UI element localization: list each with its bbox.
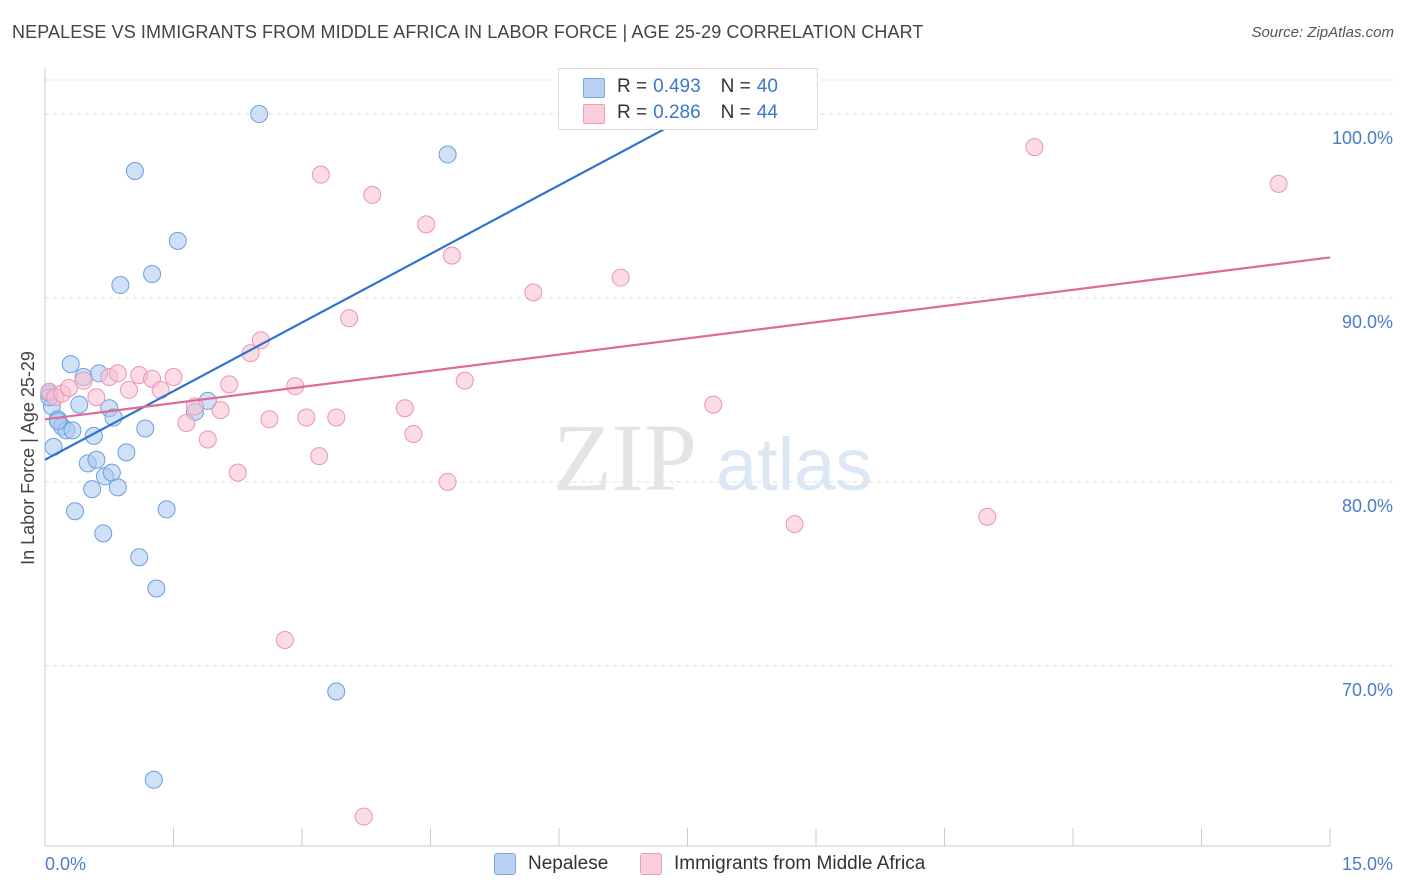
legend-n-label: N = [720, 76, 751, 97]
point-middle-africa [198, 430, 217, 449]
point-nepalese [157, 500, 176, 519]
point-nepalese [65, 502, 84, 521]
points [40, 104, 1288, 826]
point-middle-africa [442, 246, 461, 265]
chart-title: NEPALESE VS IMMIGRANTS FROM MIDDLE AFRIC… [12, 22, 924, 42]
legend-r-label: R = [617, 76, 648, 97]
point-nepalese [87, 450, 106, 469]
source-credit: Source: ZipAtlas.com [1251, 24, 1394, 41]
point-middle-africa [185, 397, 204, 416]
point-nepalese [438, 145, 457, 164]
watermark: ZIP atlas [553, 404, 872, 511]
legend-label-nepalese: Nepalese [528, 853, 609, 874]
point-middle-africa [220, 375, 239, 394]
point-nepalese [108, 478, 127, 497]
point-middle-africa [108, 364, 127, 383]
point-middle-africa [611, 268, 630, 287]
point-nepalese [111, 276, 130, 295]
point-middle-africa [417, 215, 436, 234]
point-middle-africa [524, 283, 543, 302]
gridlines [45, 79, 1393, 667]
point-middle-africa [978, 507, 997, 526]
legend-row-middle-africa: R = 0.286 N = 44 [583, 101, 778, 125]
point-nepalese [168, 231, 187, 250]
axis-labels: 70.0% 80.0% 90.0% 100.0% 0.0% 15.0% [45, 128, 1393, 874]
legend-n-value: 44 [756, 102, 778, 123]
point-middle-africa [87, 388, 106, 407]
legend-swatch-middle-africa [640, 853, 662, 875]
point-middle-africa [164, 367, 183, 386]
legend-item-middle-africa: Immigrants from Middle Africa [640, 852, 925, 876]
legend-label-middle-africa: Immigrants from Middle Africa [674, 853, 926, 874]
point-middle-africa [228, 463, 247, 482]
point-middle-africa [455, 371, 474, 390]
point-nepalese [327, 682, 346, 701]
axes [44, 68, 1331, 847]
trend-lines [44, 111, 1331, 461]
legend-row-nepalese: R = 0.493 N = 40 [583, 75, 778, 99]
point-middle-africa [438, 472, 457, 491]
point-middle-africa [119, 380, 138, 399]
point-nepalese [250, 104, 269, 123]
legend-item-nepalese: Nepalese [494, 852, 608, 876]
point-nepalese [63, 421, 82, 440]
point-middle-africa [363, 185, 382, 204]
point-nepalese [70, 395, 89, 414]
legend-swatch-pink [583, 104, 605, 124]
point-nepalese [61, 355, 80, 374]
point-middle-africa [704, 395, 723, 414]
watermark-zip: ZIP [553, 404, 697, 511]
point-nepalese [144, 770, 163, 789]
point-middle-africa [1025, 138, 1044, 157]
x-tick-label-max: 15.0% [1342, 854, 1393, 874]
legend-n-value: 40 [756, 76, 778, 97]
point-middle-africa [785, 515, 804, 534]
trend-line-middle-africa [44, 256, 1331, 421]
point-middle-africa [340, 309, 359, 328]
point-nepalese [83, 480, 102, 499]
y-tick-label: 70.0% [1342, 680, 1393, 700]
point-nepalese [136, 419, 155, 438]
y-tick-label: 90.0% [1342, 312, 1393, 332]
point-middle-africa [395, 399, 414, 418]
correlation-legend: R = 0.493 N = 40 R = 0.286 N = 44 [558, 68, 818, 130]
point-nepalese [143, 264, 162, 283]
point-middle-africa [354, 807, 373, 826]
point-nepalese [117, 443, 136, 462]
legend-r-label: R = [617, 102, 648, 123]
x-tick-label-min: 0.0% [45, 854, 86, 874]
y-axis-title: In Labor Force | Age 25-29 [18, 351, 38, 565]
point-nepalese [130, 548, 149, 567]
point-middle-africa [177, 413, 196, 432]
point-middle-africa [59, 379, 78, 398]
watermark-atlas: atlas [716, 423, 872, 506]
point-middle-africa [1269, 174, 1288, 193]
point-middle-africa [74, 371, 93, 390]
point-middle-africa [311, 165, 330, 184]
point-middle-africa [404, 425, 423, 444]
point-nepalese [147, 579, 166, 598]
point-nepalese [94, 524, 113, 543]
point-nepalese [48, 412, 67, 431]
legend-n-label: N = [720, 102, 751, 123]
point-nepalese [125, 161, 144, 180]
point-middle-africa [211, 401, 230, 420]
legend-r-value: 0.493 [653, 76, 701, 97]
legend-swatch-nepalese [494, 853, 516, 875]
point-middle-africa [327, 408, 346, 427]
trend-line-nepalese [44, 111, 697, 461]
legend-r-value: 0.286 [653, 102, 701, 123]
point-middle-africa [297, 408, 316, 427]
legend-swatch-blue [583, 78, 605, 98]
point-middle-africa [310, 447, 329, 466]
point-middle-africa [275, 631, 294, 650]
point-middle-africa [260, 410, 279, 429]
y-tick-label: 100.0% [1332, 128, 1393, 148]
y-tick-label: 80.0% [1342, 496, 1393, 516]
